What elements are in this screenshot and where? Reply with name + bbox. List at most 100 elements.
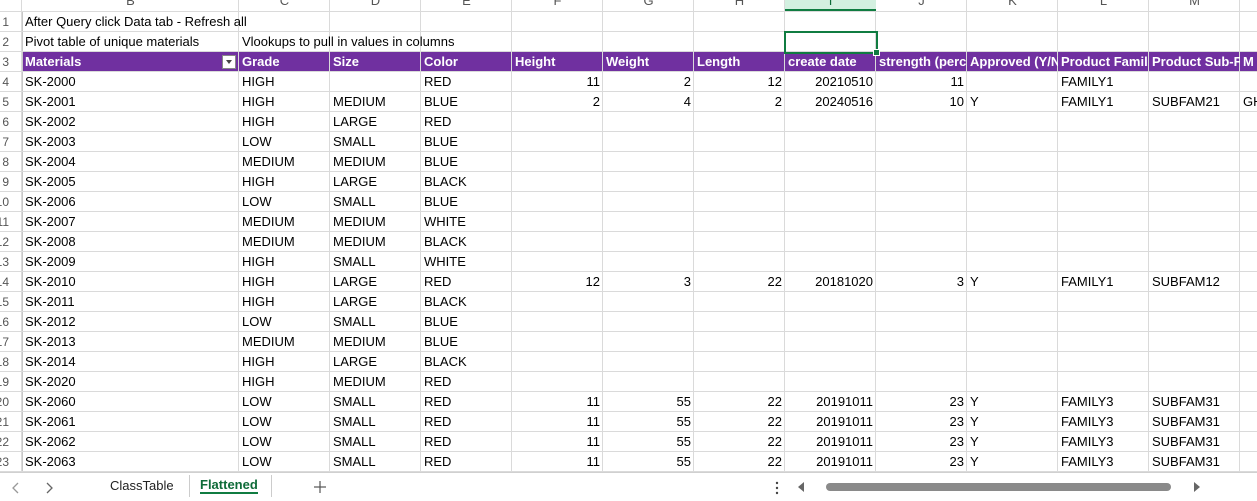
table-cell: SMALL <box>333 434 376 449</box>
table-cell: MEDIUM <box>242 234 295 249</box>
column-letter: H <box>734 0 745 8</box>
table-cell: HIGH <box>242 254 275 269</box>
table-cell: 20191011 <box>816 434 873 449</box>
table-cell: 55 <box>676 394 691 409</box>
table-cell: SK-2008 <box>25 234 76 249</box>
grid-line-horizontal <box>0 191 1257 192</box>
table-cell: SK-2000 <box>25 74 76 89</box>
table-cell: 20210510 <box>815 74 873 89</box>
column-letter: M <box>1189 0 1200 8</box>
grid-line-vertical <box>420 0 421 472</box>
column-letter: I <box>785 0 876 11</box>
table-cell: SMALL <box>333 194 376 209</box>
table-cell: SK-2009 <box>25 254 76 269</box>
table-cell: SUBFAM12 <box>1152 274 1220 289</box>
table-cell: SMALL <box>333 414 376 429</box>
table-cell: SK-2062 <box>25 434 76 449</box>
table-cell: BLUE <box>424 334 458 349</box>
table-cell: MEDIUM <box>242 214 295 229</box>
table-cell: 22 <box>767 434 782 449</box>
table-cell: LOW <box>242 414 272 429</box>
table-cell: RED <box>424 414 452 429</box>
table-cell: WHITE <box>424 254 466 269</box>
note-text: Vlookups to pull in values in columns <box>242 34 455 49</box>
grid-line-horizontal <box>0 451 1257 452</box>
table-cell: FAMILY3 <box>1061 434 1114 449</box>
table-header-cell: Materials <box>25 54 82 69</box>
filter-button[interactable] <box>222 55 236 69</box>
table-cell: LOW <box>242 314 272 329</box>
row-number: 8 <box>2 155 9 169</box>
selected-column-indicator <box>785 9 876 11</box>
table-cell: SK-2020 <box>25 374 76 389</box>
tab-separator <box>189 475 190 497</box>
grid-line-horizontal <box>0 131 1257 132</box>
table-cell: 23 <box>949 394 964 409</box>
row-number: 12 <box>0 235 9 249</box>
grid-line-vertical <box>1148 0 1149 472</box>
table-cell: SMALL <box>333 454 376 469</box>
row-number: 18 <box>0 355 9 369</box>
grid-line-horizontal <box>0 331 1257 332</box>
grid-line-horizontal <box>0 51 1257 52</box>
table-cell: 55 <box>676 414 691 429</box>
table-cell: SUBFAM21 <box>1152 94 1220 109</box>
table-cell: 11 <box>586 414 601 429</box>
table-cell: SK-2006 <box>25 194 76 209</box>
grid-line-horizontal <box>0 471 1257 472</box>
grid-line-horizontal <box>0 31 1257 32</box>
grid-line-horizontal <box>0 371 1257 372</box>
table-cell: 22 <box>767 394 782 409</box>
table-cell: Y <box>970 454 979 469</box>
grid-line-horizontal <box>0 11 1257 12</box>
row-number: 16 <box>0 315 9 329</box>
table-cell: SUBFAM31 <box>1152 454 1220 469</box>
table-cell: SK-2001 <box>25 94 76 109</box>
table-cell: BLACK <box>424 174 467 189</box>
table-cell: SK-2060 <box>25 394 76 409</box>
row-number: 22 <box>0 435 9 449</box>
sheet-tab[interactable]: ClassTable <box>110 478 174 493</box>
column-letter: F <box>553 0 562 8</box>
row-number: 23 <box>0 455 9 469</box>
horizontal-scrollbar[interactable] <box>795 479 1215 495</box>
column-letter: E <box>462 0 471 8</box>
table-cell: WHITE <box>424 214 466 229</box>
table-cell: BLUE <box>424 194 458 209</box>
table-cell: LOW <box>242 134 272 149</box>
table-cell: Y <box>970 274 979 289</box>
table-cell: 3 <box>956 274 964 289</box>
table-cell: LARGE <box>333 294 378 309</box>
fill-handle[interactable] <box>873 49 880 56</box>
table-cell: 23 <box>949 454 964 469</box>
grid-line-vertical <box>329 0 330 472</box>
row-number: 21 <box>0 415 9 429</box>
grid-line-vertical <box>875 0 876 472</box>
table-cell: BLUE <box>424 154 458 169</box>
sheet-nav-arrows[interactable] <box>10 481 70 495</box>
sheet-tab[interactable]: Flattened <box>200 477 258 494</box>
table-cell: SMALL <box>333 314 376 329</box>
table-header-cell: Weight <box>606 54 650 69</box>
add-sheet-button[interactable] <box>313 480 327 494</box>
table-cell: SK-2007 <box>25 214 76 229</box>
table-cell: LARGE <box>333 354 378 369</box>
table-cell: FAMILY1 <box>1061 94 1114 109</box>
grid-line-vertical <box>238 0 239 472</box>
row-number: 19 <box>0 375 9 389</box>
table-cell: 11 <box>586 394 601 409</box>
table-cell: 22 <box>767 274 782 289</box>
selected-cell[interactable] <box>784 31 878 54</box>
more-options[interactable] <box>774 481 780 495</box>
table-cell: SK-2014 <box>25 354 76 369</box>
table-cell: MEDIUM <box>333 334 386 349</box>
table-cell: MEDIUM <box>333 154 386 169</box>
table-header-cell: strength (perc <box>879 54 967 69</box>
table-cell: BLUE <box>424 134 458 149</box>
table-header-cell: Height <box>515 54 556 69</box>
table-cell: LOW <box>242 434 272 449</box>
table-cell: SK-2061 <box>25 414 76 429</box>
table-cell: RED <box>424 274 452 289</box>
table-cell: BLUE <box>424 314 458 329</box>
table-cell: SMALL <box>333 394 376 409</box>
